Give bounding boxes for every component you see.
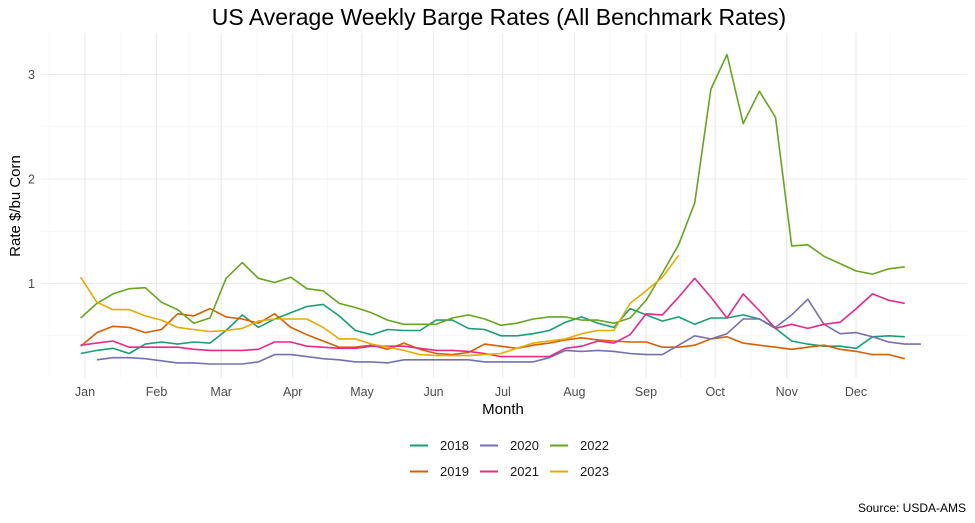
legend-item-2022: 2022 [550,438,609,453]
y-axis-title: Rate $/bu Corn [7,155,24,257]
y-tick-label: 2 [28,173,35,187]
x-tick-label: Jan [75,385,95,399]
x-tick-label: Jun [423,385,443,399]
x-tick-label: Apr [283,385,302,399]
legend-item-2021: 2021 [480,464,539,479]
x-tick-label: Oct [705,385,725,399]
legend-label: 2018 [440,438,469,453]
source-caption: Source: USDA-AMS [858,501,966,515]
y-tick-label: 1 [28,277,35,291]
legend-item-2023: 2023 [550,464,609,479]
series-line-2019 [80,307,905,360]
legend: 2018 2019 2020 2021 2022 2023 [410,438,609,479]
x-tick-label: Nov [776,385,799,399]
legend-label: 2021 [510,464,539,479]
legend-label: 2023 [580,464,609,479]
y-tick-label: 3 [28,68,35,82]
legend-item-2018: 2018 [410,438,469,453]
x-tick-label: Feb [146,385,168,399]
x-tick-label: Aug [563,385,585,399]
grid [41,33,967,378]
series-line-2022 [80,53,905,327]
legend-item-2019: 2019 [410,464,469,479]
x-axis-title: Month [482,401,524,418]
chart-title: US Average Weekly Barge Rates (All Bench… [212,4,786,30]
legend-label: 2019 [440,464,469,479]
x-tick-label: Sep [635,385,657,399]
x-axis-ticks: Jan Feb Mar Apr May Jun Jul Aug Sep Oct Nov Dec [75,385,867,399]
x-tick-label: Dec [845,385,867,399]
legend-item-2020: 2020 [480,438,539,453]
series-line-2023 [80,254,680,357]
x-tick-label: Mar [210,385,232,399]
legend-label: 2020 [510,438,539,453]
x-tick-label: Jul [495,385,511,399]
series-layer [80,53,921,365]
x-tick-label: May [350,385,374,399]
series-line-2020 [96,298,921,365]
legend-label: 2022 [580,438,609,453]
series-line-2021 [80,277,905,358]
y-axis-ticks: 1 2 3 [28,68,35,291]
